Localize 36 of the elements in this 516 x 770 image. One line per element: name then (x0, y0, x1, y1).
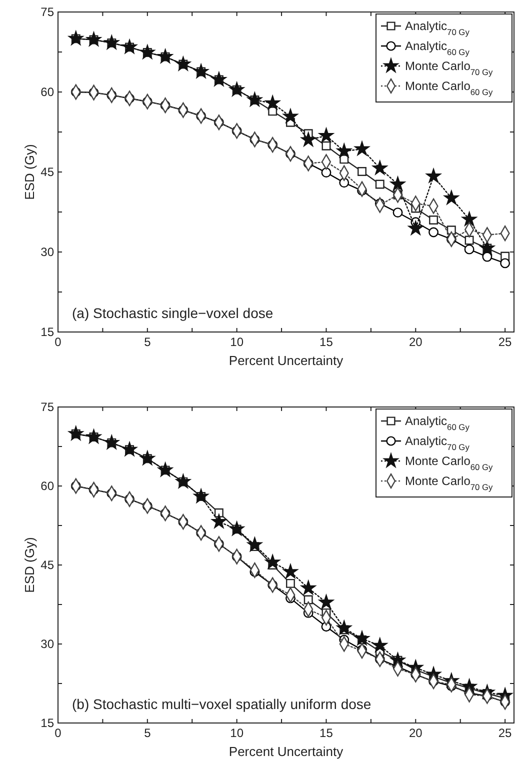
y-tick-label: 45 (40, 165, 54, 179)
y-tick-label: 60 (40, 479, 54, 493)
x-tick-label: 10 (230, 726, 244, 740)
x-tick-label: 0 (54, 335, 62, 349)
x-tick-label: 15 (320, 335, 334, 349)
legend-label: Monte Carlo$_{70 Gy}$ (405, 474, 494, 492)
x-tick-label: 20 (408, 726, 423, 740)
y-axis-title: ESD (Gy) (22, 537, 37, 593)
x-tick-label: 0 (54, 726, 62, 740)
y-tick-label: 30 (40, 637, 54, 651)
legend-label: Analytic$_{70 Gy}$ (405, 19, 470, 37)
legend-label: Monte Carlo$_{60 Gy}$ (405, 79, 494, 97)
y-tick-label: 60 (40, 85, 54, 99)
y-tick-label: 15 (40, 716, 54, 730)
x-tick-label: 10 (230, 335, 244, 349)
legend-label: Analytic$_{70 Gy}$ (405, 434, 470, 452)
y-tick-label: 30 (40, 245, 54, 259)
legend-label: Analytic$_{60 Gy}$ (405, 414, 470, 432)
legend-label: Monte Carlo$_{70 Gy}$ (405, 59, 494, 77)
annotation: (b) Stochastic multi−voxel spatially uniform dose (72, 696, 372, 712)
x-axis-title: Percent Uncertainty (228, 353, 344, 368)
x-tick-label: 5 (144, 335, 152, 349)
legend-label: Monte Carlo$_{60 Gy}$ (405, 454, 494, 472)
x-axis-title: Percent Uncertainty (228, 744, 344, 759)
y-tick-label: 45 (40, 558, 54, 572)
y-tick-label: 75 (40, 5, 54, 19)
annotation: (a) Stochastic single−voxel dose (72, 305, 274, 321)
x-tick-label: 20 (408, 335, 423, 349)
x-tick-label: 5 (144, 726, 152, 740)
y-axis-title: ESD (Gy) (22, 144, 37, 200)
x-tick-label: 15 (320, 726, 334, 740)
x-tick-label: 25 (498, 726, 512, 740)
y-tick-label: 75 (40, 400, 54, 414)
legend-label: Analytic$_{60 Gy}$ (405, 39, 470, 57)
x-tick-label: 25 (498, 335, 512, 349)
y-tick-label: 15 (40, 325, 54, 339)
